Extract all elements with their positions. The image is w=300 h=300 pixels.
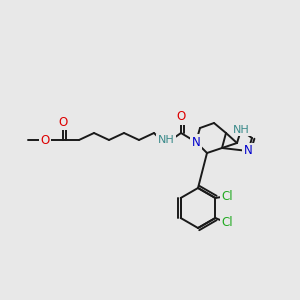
Text: NH: NH bbox=[158, 135, 174, 145]
Text: O: O bbox=[176, 110, 186, 124]
Text: N: N bbox=[244, 145, 252, 158]
Text: NH: NH bbox=[232, 125, 249, 135]
Text: O: O bbox=[40, 134, 50, 146]
Text: N: N bbox=[192, 136, 200, 148]
Text: Cl: Cl bbox=[221, 190, 233, 202]
Text: Cl: Cl bbox=[221, 217, 233, 230]
Text: O: O bbox=[58, 116, 68, 128]
